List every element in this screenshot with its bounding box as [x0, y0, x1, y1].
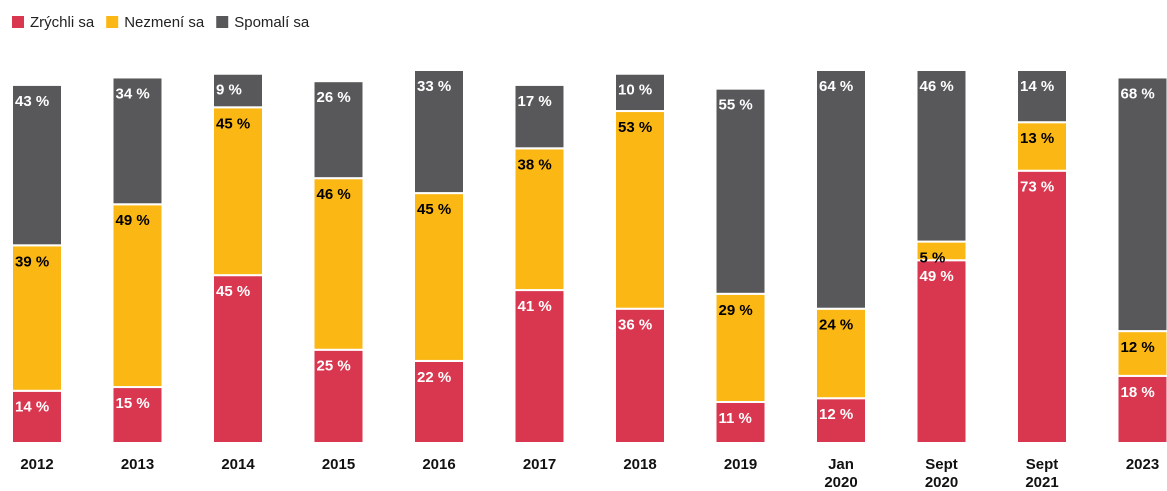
value-label: 34 %	[116, 85, 150, 102]
bar-segment	[1116, 76, 1167, 333]
bar-segment	[614, 72, 666, 113]
value-label: 46 %	[920, 78, 954, 95]
x-tick-label: 2015	[321, 456, 356, 473]
value-label: 46 %	[317, 186, 351, 203]
value-label: 68 %	[1121, 85, 1155, 102]
value-label: 41 %	[518, 298, 552, 315]
bar-segment	[212, 274, 264, 444]
bar-segment	[915, 69, 968, 243]
bar-segment	[11, 83, 63, 247]
bar-segment	[1016, 121, 1068, 172]
value-label: 17 %	[518, 93, 552, 110]
bar-segment	[212, 72, 264, 109]
bar-segment	[312, 80, 365, 180]
bar-segment	[1016, 69, 1068, 124]
x-tick-label: 2012	[20, 456, 54, 473]
value-label: 45 %	[216, 115, 250, 132]
x-tick-label: 2016	[422, 456, 456, 473]
value-label: 9 %	[216, 82, 242, 99]
bar-segment	[111, 386, 164, 444]
legend-label: Zrýchli sa	[30, 14, 95, 31]
x-tick-label: 2018	[623, 456, 657, 473]
bar-segment	[915, 259, 968, 445]
value-label: 12 %	[1121, 339, 1155, 356]
value-label: 18 %	[1121, 384, 1155, 401]
value-label: 10 %	[618, 82, 652, 99]
legend-swatch	[216, 16, 229, 28]
value-label: 55 %	[719, 97, 753, 114]
bar-segment	[513, 289, 566, 444]
value-label: 38 %	[518, 156, 552, 173]
value-label: 39 %	[15, 253, 49, 270]
bar-segment	[714, 87, 767, 295]
bar-segment	[312, 177, 365, 351]
value-label: 73 %	[1020, 179, 1054, 196]
value-label: 26 %	[317, 89, 351, 106]
value-label: 11 %	[719, 410, 752, 427]
x-tick-label: 2017	[522, 456, 557, 473]
x-tick-label: 2023	[1125, 456, 1160, 473]
x-tick-label: 2013	[120, 456, 155, 473]
value-label: 45 %	[417, 201, 451, 218]
bar-segment	[815, 397, 867, 444]
value-label: 12 %	[819, 406, 853, 423]
bar-segment	[11, 389, 63, 444]
bar-segment	[111, 76, 164, 206]
bar-segment	[614, 110, 666, 310]
value-label: 49 %	[920, 268, 954, 285]
bar-segment	[413, 192, 465, 362]
bar-segment	[413, 69, 465, 195]
legend-label: Nezmení sa	[124, 14, 205, 31]
value-label: 14 %	[1020, 78, 1054, 95]
bar-segment	[513, 147, 566, 292]
x-tick-label: 2019	[723, 456, 758, 473]
bar-segment	[1016, 169, 1068, 445]
value-label: 15 %	[116, 395, 150, 412]
bar-segment	[413, 359, 465, 444]
legend-swatch	[106, 16, 119, 28]
value-label: 13 %	[1020, 130, 1054, 147]
bar-segment	[1116, 374, 1167, 444]
bar-segment	[513, 83, 566, 150]
legend-label: Spomalí sa	[234, 14, 310, 31]
x-tick-label: Jan 2020	[824, 456, 858, 491]
value-label: 33 %	[417, 78, 451, 95]
value-label: 22 %	[417, 369, 451, 386]
bar-segment	[714, 292, 767, 403]
bar-segment	[212, 106, 264, 277]
bar-segment	[312, 348, 365, 444]
value-label: 5 %	[920, 250, 946, 267]
x-tick-label: Sept 2020	[924, 456, 959, 491]
bar-segment	[111, 203, 164, 389]
value-label: 53 %	[618, 119, 652, 136]
value-label: 36 %	[618, 317, 652, 334]
value-label: 25 %	[317, 358, 351, 375]
value-label: 49 %	[116, 212, 150, 229]
x-tick-label: Sept 2021	[1025, 456, 1059, 491]
value-label: 29 %	[719, 302, 753, 319]
value-label: 64 %	[819, 78, 853, 95]
legend-swatch	[12, 16, 24, 28]
value-label: 24 %	[819, 317, 853, 334]
bar-segment	[815, 307, 867, 400]
value-label: 43 %	[15, 93, 49, 110]
value-label: 45 %	[216, 283, 250, 300]
x-tick-label: 2014	[221, 456, 255, 473]
value-label: 14 %	[15, 399, 49, 416]
bar-segment	[815, 69, 867, 310]
bar-segment	[11, 244, 63, 392]
